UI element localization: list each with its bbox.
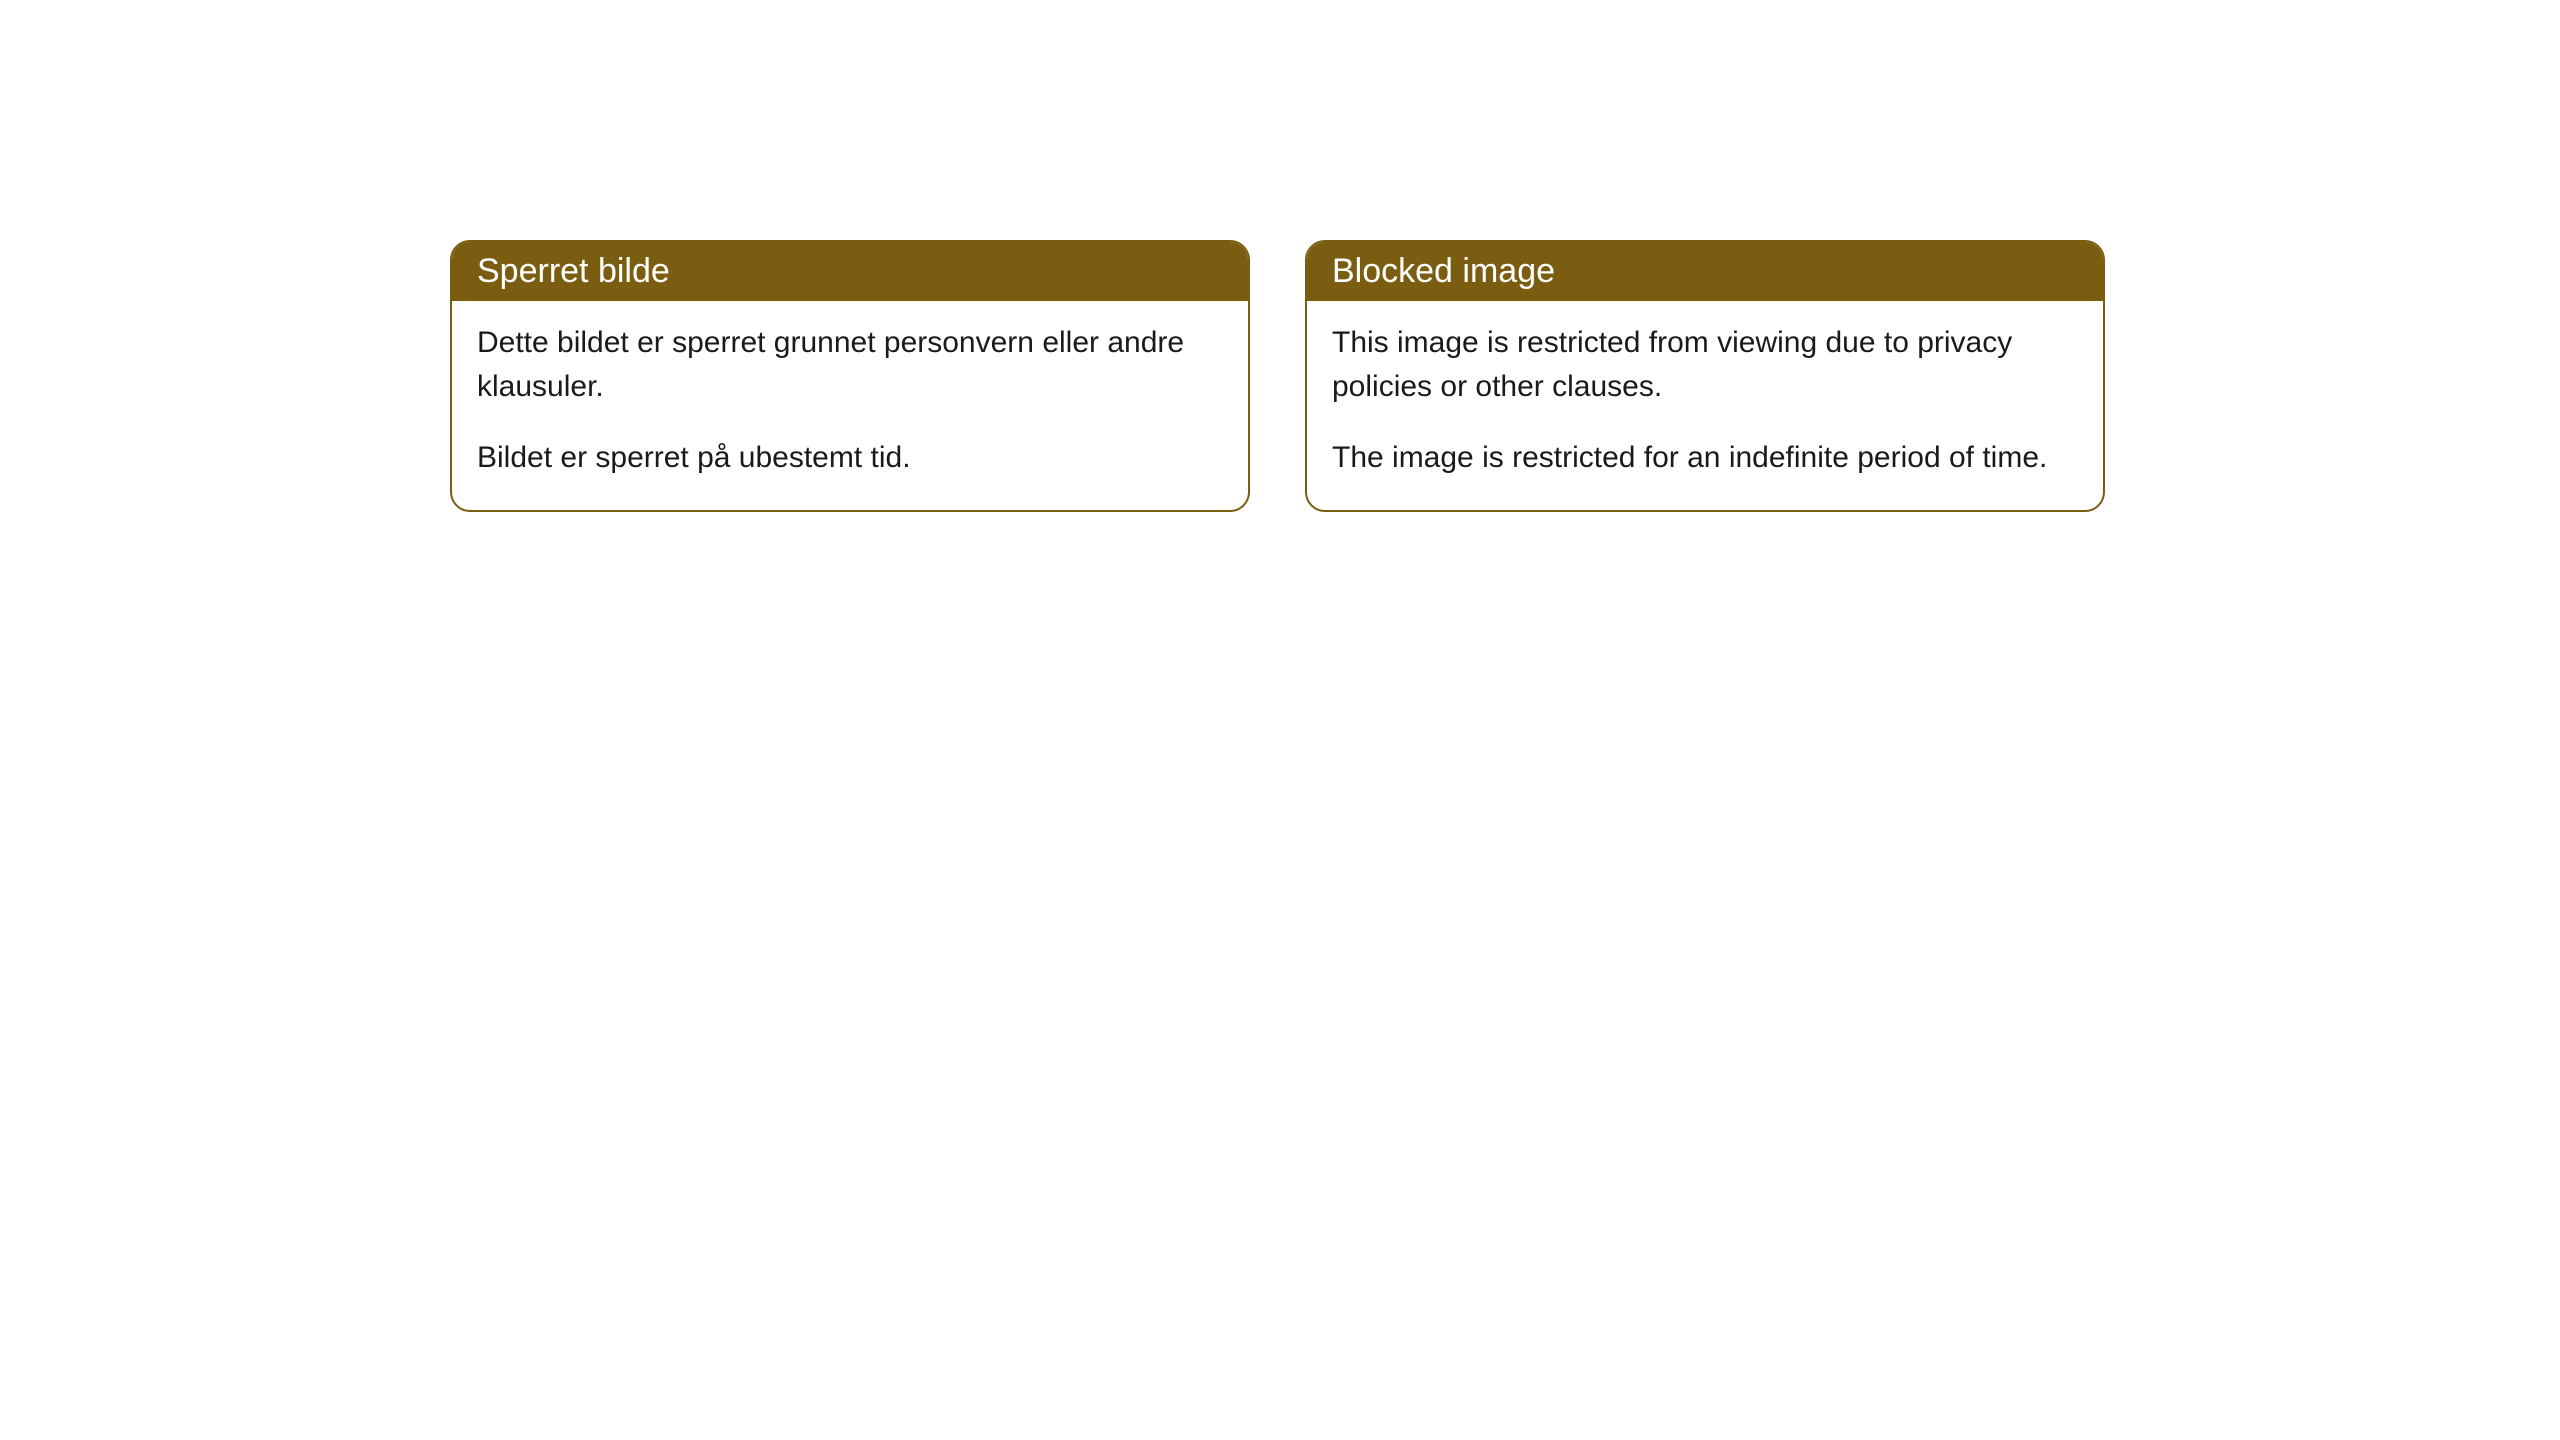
card-header: Sperret bilde [452, 242, 1248, 301]
notice-card-norwegian: Sperret bilde Dette bildet er sperret gr… [450, 240, 1250, 512]
notice-card-english: Blocked image This image is restricted f… [1305, 240, 2105, 512]
card-paragraph-1: This image is restricted from viewing du… [1332, 321, 2078, 408]
card-title: Sperret bilde [477, 252, 670, 290]
card-title: Blocked image [1332, 252, 1555, 290]
card-body: This image is restricted from viewing du… [1307, 301, 2103, 510]
notice-cards-container: Sperret bilde Dette bildet er sperret gr… [450, 240, 2560, 512]
card-body: Dette bildet er sperret grunnet personve… [452, 301, 1248, 510]
card-paragraph-2: The image is restricted for an indefinit… [1332, 436, 2078, 480]
card-paragraph-2: Bildet er sperret på ubestemt tid. [477, 436, 1223, 480]
card-header: Blocked image [1307, 242, 2103, 301]
card-paragraph-1: Dette bildet er sperret grunnet personve… [477, 321, 1223, 408]
